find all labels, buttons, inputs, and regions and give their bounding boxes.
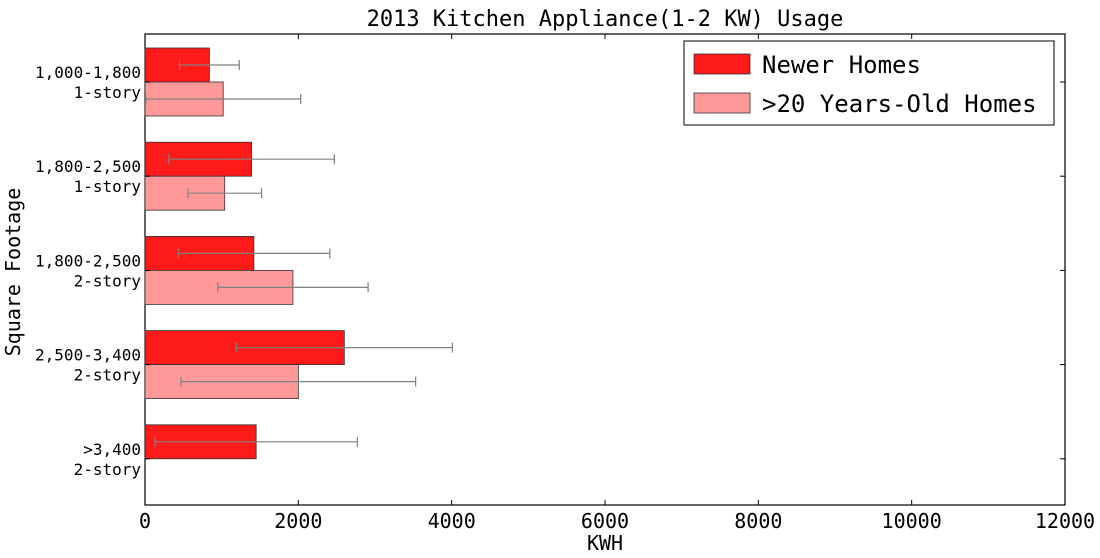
x-tick-label: 12000: [1035, 509, 1095, 533]
y-tick-label: 1,800-2,500: [35, 251, 141, 270]
legend-label: Newer Homes: [762, 51, 921, 79]
x-tick-label: 4000: [428, 509, 476, 533]
x-tick-label: 8000: [734, 509, 782, 533]
y-tick-label: 2-story: [74, 366, 142, 385]
y-tick-label: 2-story: [74, 271, 142, 290]
x-tick-label: 6000: [581, 509, 629, 533]
y-axis-label: Square Footage: [1, 188, 25, 357]
y-tick-label: >3,400: [83, 440, 141, 459]
legend: Newer Homes >20 Years-Old Homes: [683, 40, 1055, 126]
chart-title: 2013 Kitchen Appliance(1-2 KW) Usage: [367, 7, 844, 32]
x-tick-label: 2000: [274, 509, 322, 533]
legend-label: >20 Years-Old Homes: [762, 90, 1037, 118]
y-tick-label: 1-story: [74, 177, 142, 196]
y-tick-label: 2,500-3,400: [35, 346, 141, 365]
legend-swatch: [693, 92, 751, 114]
y-tick-label: 1,000-1,800: [35, 63, 141, 82]
x-axis-label: KWH: [587, 531, 623, 555]
y-tick-label: 1-story: [74, 83, 142, 102]
plot-area: 0 2000 4000 6000 8000 10000 120001,000-1,8001-…: [35, 33, 1095, 533]
x-tick-label: 0: [139, 509, 151, 533]
y-tick-label: 1,800-2,500: [35, 157, 141, 176]
x-tick-label: 10000: [882, 509, 942, 533]
y-tick-label: 2-story: [74, 460, 142, 479]
legend-swatch: [693, 53, 751, 75]
